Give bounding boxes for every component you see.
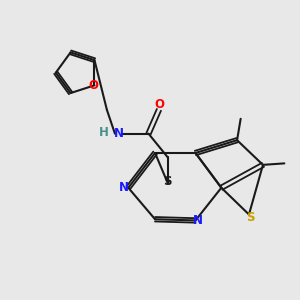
Text: O: O xyxy=(88,79,98,92)
Text: O: O xyxy=(154,98,164,111)
Text: N: N xyxy=(193,214,203,227)
Text: S: S xyxy=(246,211,255,224)
Text: S: S xyxy=(164,175,172,188)
Text: N: N xyxy=(119,181,129,194)
Text: N: N xyxy=(113,127,124,140)
Text: H: H xyxy=(99,126,109,139)
